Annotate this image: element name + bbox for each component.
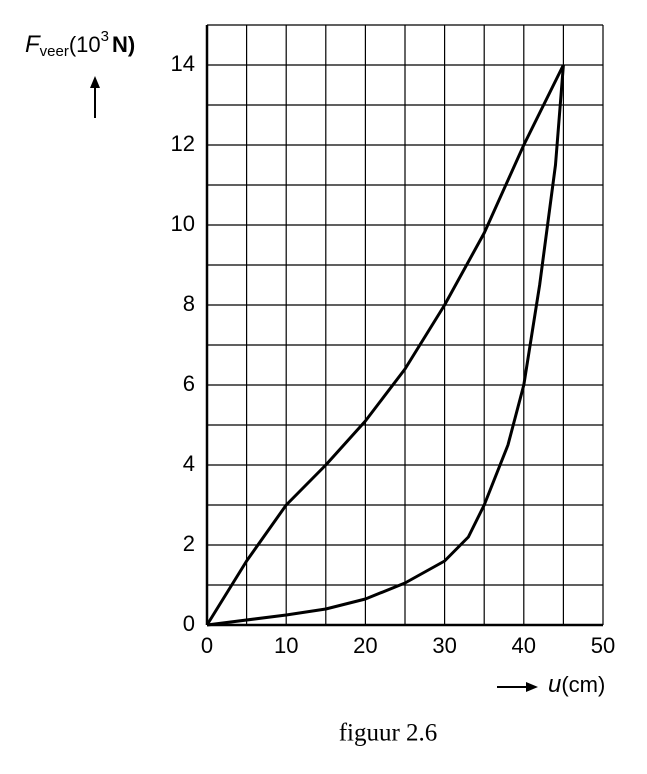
x-arrow-head xyxy=(526,682,538,692)
y-unit-end: N) xyxy=(112,32,135,57)
x-tick-label: 0 xyxy=(201,633,213,658)
y-arrow-head xyxy=(90,76,100,88)
x-symbol: u xyxy=(548,671,561,698)
x-axis-label: u(cm) xyxy=(548,671,605,698)
y-tick-label: 6 xyxy=(183,371,195,396)
y-tick-label: 4 xyxy=(183,451,195,476)
curve xyxy=(206,64,565,627)
y-tick-label: 14 xyxy=(171,51,195,76)
y-subscript: veer xyxy=(40,43,69,60)
x-tick-label: 10 xyxy=(274,633,298,658)
y-axis-label: Fveer(103 N) xyxy=(25,28,135,60)
x-tick-label: 30 xyxy=(432,633,456,658)
caption: figuur 2.6 xyxy=(339,720,438,747)
y-superscript: 3 xyxy=(101,28,109,45)
y-tick-label: 10 xyxy=(171,211,195,236)
curve xyxy=(205,64,565,626)
y-tick-label: 0 xyxy=(183,611,195,636)
y-tick-label: 8 xyxy=(183,291,195,316)
y-unit-start: (10 xyxy=(69,32,101,57)
x-tick-label: 50 xyxy=(591,633,615,658)
y-tick-label: 12 xyxy=(171,131,195,156)
y-tick-label: 2 xyxy=(183,531,195,556)
y-symbol: F xyxy=(25,31,41,58)
x-unit: (cm) xyxy=(561,672,605,697)
x-tick-label: 20 xyxy=(353,633,377,658)
x-tick-label: 40 xyxy=(512,633,536,658)
